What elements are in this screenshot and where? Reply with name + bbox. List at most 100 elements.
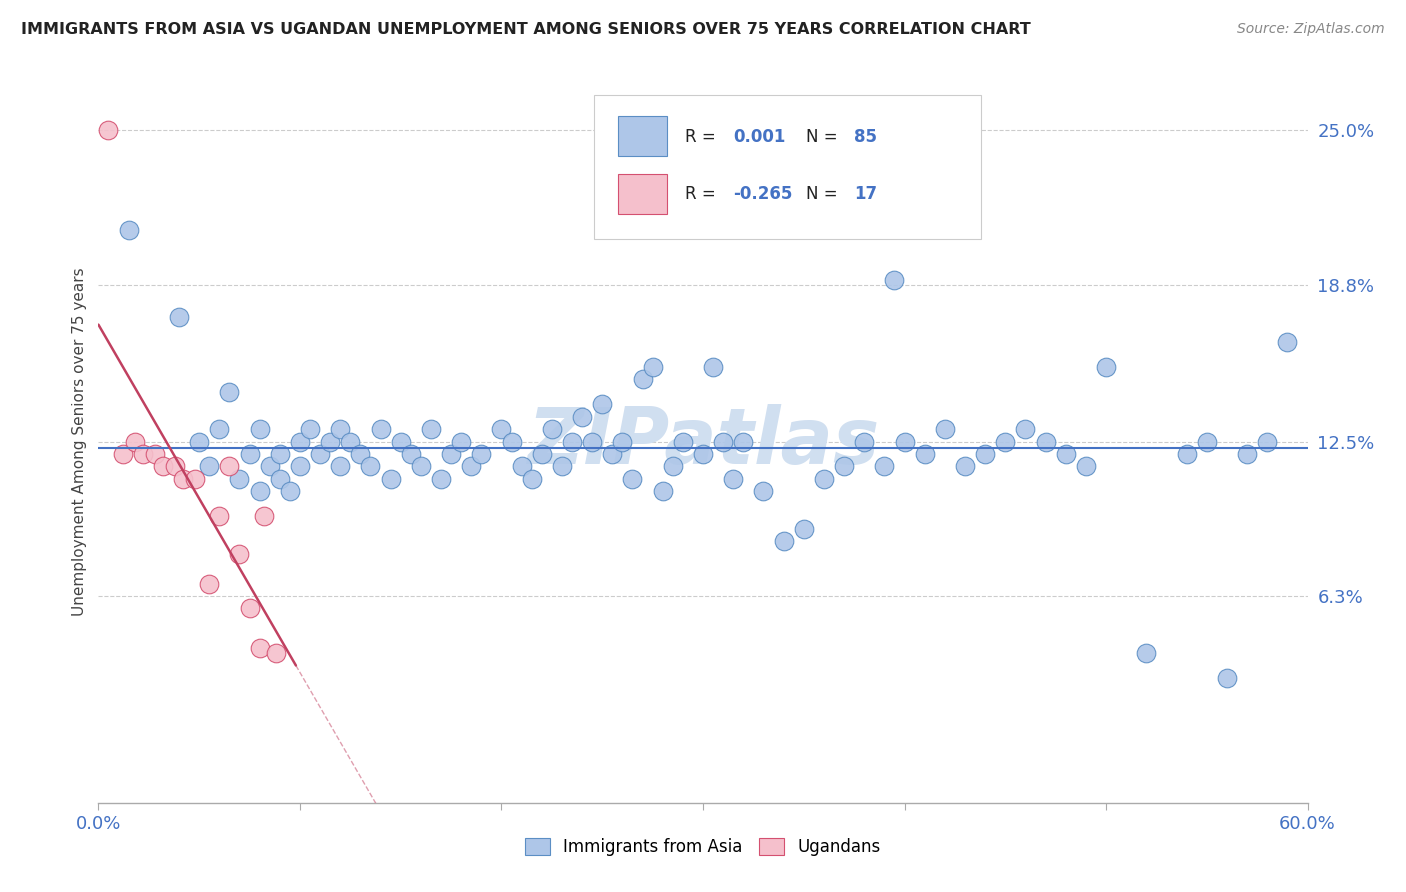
Point	[540, 422, 562, 436]
Point	[1277, 334, 1299, 349]
Point	[1256, 434, 1278, 449]
Point	[309, 447, 332, 461]
FancyBboxPatch shape	[619, 174, 666, 214]
Point	[1135, 646, 1157, 660]
Point	[1195, 434, 1218, 449]
Point	[118, 223, 141, 237]
Point	[561, 434, 583, 449]
Text: R =: R =	[685, 128, 721, 145]
Point	[1074, 459, 1097, 474]
Point	[530, 447, 553, 461]
Point	[602, 447, 624, 461]
Point	[460, 459, 482, 474]
Point	[551, 459, 574, 474]
Point	[239, 447, 262, 461]
Point	[581, 434, 603, 449]
Point	[651, 484, 673, 499]
Point	[974, 447, 997, 461]
Point	[612, 434, 634, 449]
Point	[1054, 447, 1077, 461]
Point	[259, 459, 281, 474]
Point	[198, 576, 221, 591]
Point	[198, 459, 221, 474]
Point	[661, 459, 683, 474]
Point	[97, 123, 120, 137]
Point	[278, 484, 301, 499]
Point	[299, 422, 322, 436]
Point	[793, 522, 815, 536]
Point	[143, 447, 166, 461]
Point	[1216, 671, 1239, 685]
Point	[409, 459, 432, 474]
Point	[510, 459, 533, 474]
Text: N =: N =	[806, 128, 842, 145]
Point	[188, 434, 211, 449]
Point	[571, 409, 593, 424]
Point	[994, 434, 1017, 449]
Point	[329, 422, 352, 436]
Point	[399, 447, 422, 461]
Point	[450, 434, 472, 449]
Point	[440, 447, 463, 461]
Point	[208, 509, 231, 524]
Point	[288, 434, 311, 449]
Point	[1236, 447, 1258, 461]
Point	[163, 459, 186, 474]
Point	[591, 397, 613, 411]
Point	[723, 472, 745, 486]
Point	[430, 472, 453, 486]
Text: ZIPatlas: ZIPatlas	[527, 403, 879, 480]
Point	[914, 447, 936, 461]
Point	[733, 434, 755, 449]
Point	[339, 434, 361, 449]
Point	[752, 484, 775, 499]
Text: 17: 17	[855, 186, 877, 203]
Point	[813, 472, 835, 486]
Point	[501, 434, 523, 449]
Point	[711, 434, 734, 449]
Text: Source: ZipAtlas.com: Source: ZipAtlas.com	[1237, 22, 1385, 37]
FancyBboxPatch shape	[595, 95, 981, 239]
Point	[1095, 359, 1118, 374]
Point	[380, 472, 402, 486]
Point	[934, 422, 956, 436]
Point	[319, 434, 342, 449]
Point	[772, 534, 794, 549]
Point	[702, 359, 724, 374]
Point	[692, 447, 714, 461]
Text: 85: 85	[855, 128, 877, 145]
Point	[832, 459, 855, 474]
Point	[672, 434, 695, 449]
Point	[172, 472, 194, 486]
Text: 0.001: 0.001	[734, 128, 786, 145]
Point	[218, 459, 240, 474]
Point	[631, 372, 654, 386]
Point	[228, 547, 250, 561]
Point	[1035, 434, 1057, 449]
Point	[1014, 422, 1036, 436]
Point	[269, 472, 291, 486]
Point	[491, 422, 513, 436]
Point	[249, 422, 271, 436]
Point	[853, 434, 876, 449]
Point	[239, 601, 262, 615]
Point	[253, 509, 276, 524]
Point	[184, 472, 207, 486]
Point	[893, 434, 915, 449]
Point	[228, 472, 250, 486]
Text: IMMIGRANTS FROM ASIA VS UGANDAN UNEMPLOYMENT AMONG SENIORS OVER 75 YEARS CORRELA: IMMIGRANTS FROM ASIA VS UGANDAN UNEMPLOY…	[21, 22, 1031, 37]
Point	[621, 472, 644, 486]
Point	[389, 434, 412, 449]
Point	[370, 422, 392, 436]
Point	[167, 310, 190, 324]
Point	[132, 447, 155, 461]
Point	[208, 422, 231, 436]
Point	[111, 447, 134, 461]
Point	[288, 459, 311, 474]
Point	[152, 459, 174, 474]
Point	[249, 484, 271, 499]
Point	[883, 272, 905, 286]
FancyBboxPatch shape	[619, 116, 666, 156]
Point	[124, 434, 146, 449]
Legend: Immigrants from Asia, Ugandans: Immigrants from Asia, Ugandans	[519, 831, 887, 863]
